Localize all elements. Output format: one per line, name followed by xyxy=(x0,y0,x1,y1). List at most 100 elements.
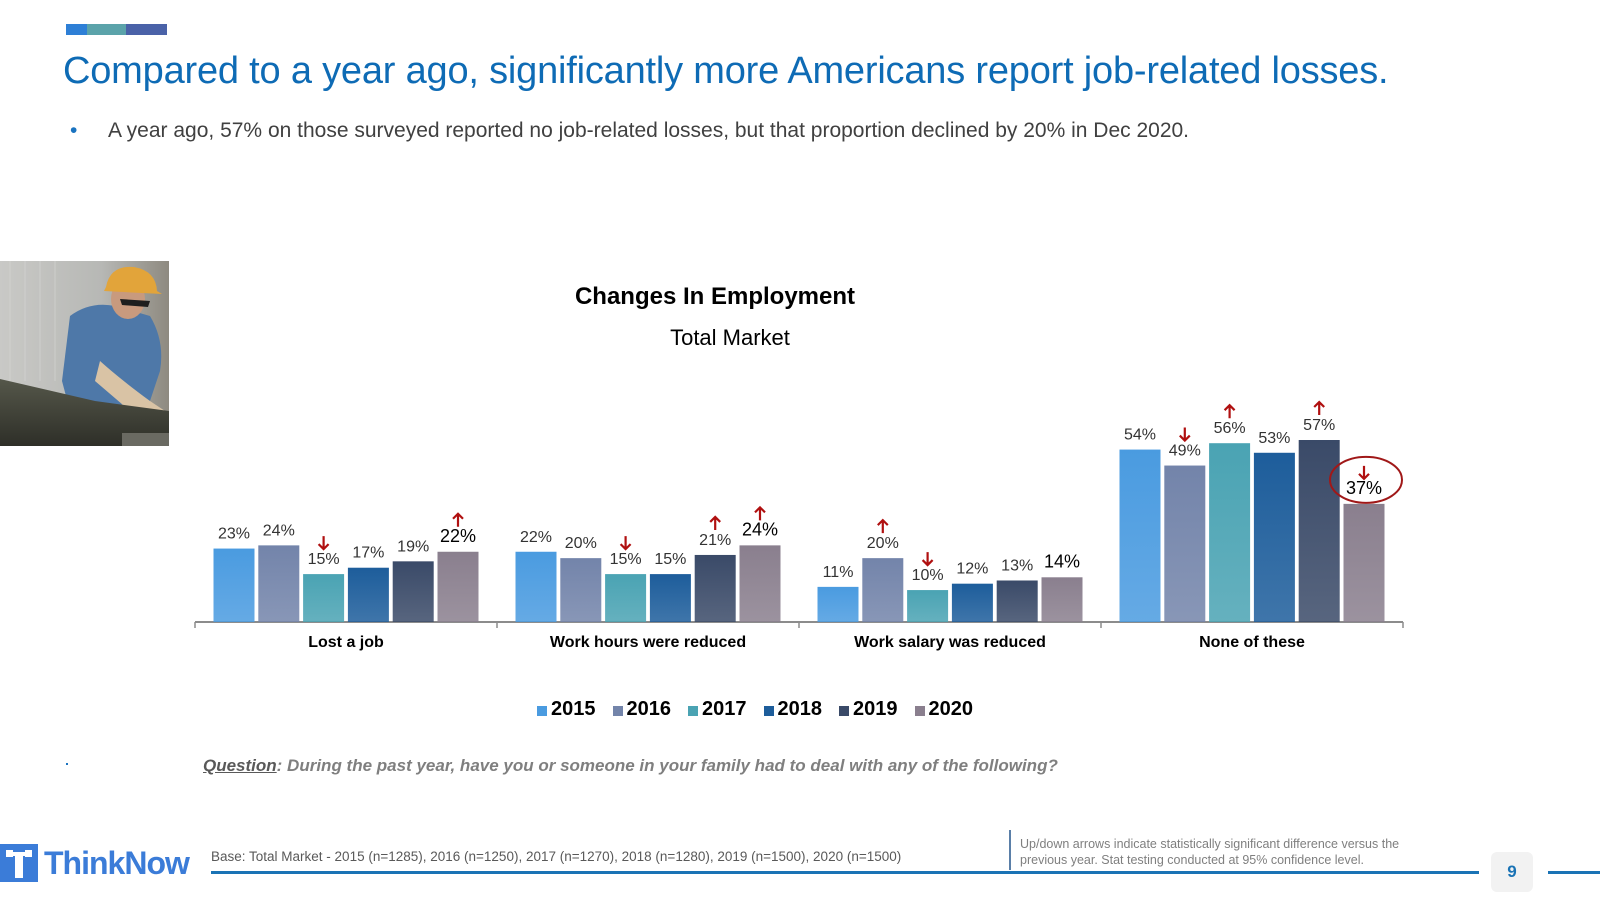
arrow-up-icon xyxy=(709,515,721,530)
bar-2020-1 xyxy=(739,545,781,622)
data-label: 15% xyxy=(308,551,340,568)
worker-photo xyxy=(0,261,169,446)
logo-mark-icon xyxy=(0,844,38,882)
legend-swatch xyxy=(688,705,698,716)
bar-2017-0 xyxy=(303,574,345,622)
data-label: 15% xyxy=(654,551,686,568)
chart-subtitle: Total Market xyxy=(670,325,790,350)
data-label: 23% xyxy=(218,526,250,543)
legend-label: 2015 xyxy=(551,698,596,720)
data-label: 15% xyxy=(610,551,642,568)
data-label: 56% xyxy=(1214,420,1246,437)
data-label: 24% xyxy=(263,522,295,539)
data-label: 54% xyxy=(1124,427,1156,444)
note-separator xyxy=(1009,830,1011,870)
question-label: Question xyxy=(203,756,277,775)
legend-label: 2020 xyxy=(928,698,974,720)
bar-2017-3 xyxy=(1209,443,1251,622)
bar-2020-2 xyxy=(1041,577,1083,622)
legend-label: 2017 xyxy=(702,698,747,720)
legend-label: 2016 xyxy=(626,698,672,720)
bar-2018-2 xyxy=(951,583,993,622)
legend-item: 2018 xyxy=(763,698,823,721)
bar-2019-2 xyxy=(996,580,1038,622)
legend-swatch xyxy=(763,705,774,716)
accent-segment xyxy=(87,24,126,35)
arrow-down-icon xyxy=(921,552,934,567)
footer-rule xyxy=(211,871,1479,874)
bar-2016-2 xyxy=(862,558,904,622)
bar-2019-1 xyxy=(694,554,736,622)
data-label: 14% xyxy=(1044,551,1080,571)
legend-swatch xyxy=(839,705,849,716)
question-text: : During the past year, have you or some… xyxy=(276,756,1058,775)
legend-label: 2018 xyxy=(777,698,823,720)
data-label: 21% xyxy=(699,532,731,549)
data-label: 12% xyxy=(956,561,988,578)
legend-item: 2016 xyxy=(612,698,672,721)
legend-swatch xyxy=(612,705,623,716)
data-label: 20% xyxy=(867,535,899,552)
chart-title: Changes In Employment xyxy=(574,283,856,310)
data-label: 22% xyxy=(520,529,552,546)
arrow-down-icon xyxy=(1179,427,1191,443)
bar-2019-0 xyxy=(392,561,434,622)
bar-2018-3 xyxy=(1253,452,1295,622)
bar-2015-3 xyxy=(1119,449,1161,622)
thinknow-logo: ThinkNow xyxy=(0,844,190,882)
worker-photo-illustration xyxy=(0,261,169,446)
arrow-up-icon xyxy=(452,512,464,527)
chart-legend: 2015 2016 2017 2018 2019 2020 xyxy=(537,698,990,721)
logo-text: ThinkNow xyxy=(44,844,190,881)
base-footnote: Base: Total Market - 2015 (n=1285), 2016… xyxy=(211,849,902,864)
highlight-ellipse xyxy=(1329,455,1403,504)
bar-2018-1 xyxy=(649,574,691,622)
bar-2015-0 xyxy=(213,548,255,622)
data-label: 24% xyxy=(742,519,778,539)
bar-2020-0 xyxy=(437,551,479,622)
accent-bar xyxy=(66,24,167,35)
survey-question: Question: During the past year, have you… xyxy=(203,756,1058,776)
bar-2018-0 xyxy=(347,567,389,622)
bar-2017-2 xyxy=(907,590,949,622)
legend-swatch xyxy=(537,705,547,716)
bar-2019-3 xyxy=(1298,440,1340,622)
stray-bullet-dot xyxy=(66,763,68,765)
bullet-icon: • xyxy=(70,119,78,142)
bar-2015-1 xyxy=(515,551,557,622)
data-label: 17% xyxy=(352,545,384,562)
bar-2016-1 xyxy=(560,558,602,622)
accent-segment xyxy=(126,24,167,35)
data-label: 37% xyxy=(1346,478,1382,498)
legend-item: 2015 xyxy=(537,698,596,721)
bar-2016-3 xyxy=(1164,465,1206,622)
x-tick-label: Lost a job xyxy=(308,634,384,651)
bar-2017-1 xyxy=(605,574,647,622)
arrow-down-icon xyxy=(317,536,330,551)
page-number: 9 xyxy=(1491,852,1533,892)
bar-2020-3 xyxy=(1343,503,1385,622)
arrow-down-icon xyxy=(1358,465,1370,481)
accent-segment xyxy=(66,24,87,35)
footer-rule-right xyxy=(1548,871,1600,874)
data-label: 57% xyxy=(1303,417,1335,434)
x-tick-label: None of these xyxy=(1199,634,1305,651)
data-label: 11% xyxy=(823,564,854,581)
data-label: 19% xyxy=(397,538,429,555)
data-label: 13% xyxy=(1001,557,1033,574)
data-label: 10% xyxy=(912,567,944,584)
data-label: 49% xyxy=(1169,443,1201,460)
bullet-point: • A year ago, 57% on those surveyed repor… xyxy=(70,119,1189,143)
arrow-down-icon xyxy=(619,536,632,551)
bullet-text: A year ago, 57% on those surveyed report… xyxy=(108,119,1190,142)
arrow-up-icon xyxy=(754,505,766,521)
arrow-up-icon xyxy=(1223,403,1236,419)
legend-item: 2017 xyxy=(688,698,747,721)
arrow-up-icon xyxy=(1313,400,1325,415)
data-label: 22% xyxy=(440,526,476,546)
data-label: 20% xyxy=(565,535,597,552)
x-tick-label: Work salary was reduced xyxy=(854,634,1046,651)
bar-2015-2 xyxy=(817,586,859,622)
bar-2016-0 xyxy=(258,545,300,622)
